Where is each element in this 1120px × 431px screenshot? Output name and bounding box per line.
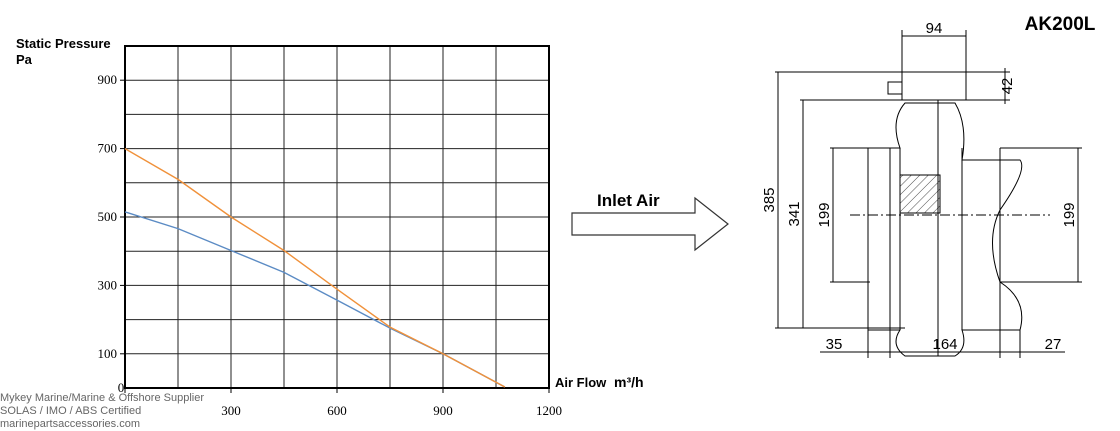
dim-label: 27: [1045, 336, 1062, 353]
y-tick-label: 700: [98, 141, 118, 156]
x-tick-label: 300: [221, 403, 241, 418]
dim-label: 35: [826, 336, 843, 353]
y-tick-label: 300: [98, 277, 118, 292]
y-axis-unit: Pa: [16, 52, 33, 67]
y-tick-label: 500: [98, 209, 118, 224]
dim-label: 199: [816, 202, 833, 227]
x-tick-label: 1200: [536, 403, 562, 418]
y-tick-label: 900: [98, 72, 118, 87]
x-tick-label: 900: [433, 403, 453, 418]
dim-label: 341: [786, 201, 803, 226]
series-line: [124, 211, 506, 388]
dim-label: 199: [1061, 202, 1078, 227]
x-axis-title: Air Flow: [555, 375, 607, 390]
dim-label: 164: [932, 336, 957, 353]
inlet-arrow: [571, 196, 729, 252]
model-label: AK200L: [1025, 14, 1096, 35]
x-tick-label: 600: [327, 403, 347, 418]
dim-label: 94: [926, 20, 943, 37]
x-tick-label: 0: [118, 380, 125, 395]
arrow-label: Inlet Air: [597, 191, 660, 210]
watermark: marinepartsaccessories.com: [0, 418, 140, 430]
y-axis-title: Static Pressure: [16, 36, 111, 51]
fan-drawing: [775, 30, 1082, 358]
dim-label: 385: [761, 187, 778, 212]
dim-label: 42: [999, 78, 1016, 95]
x-axis-unit: m³/h: [614, 374, 644, 390]
series-line: [124, 147, 506, 388]
watermark: SOLAS / IMO / ABS Certified: [0, 405, 141, 417]
y-tick-label: 100: [98, 346, 118, 361]
watermark: Mykey Marine/Marine & Offshore Supplier: [0, 392, 204, 404]
